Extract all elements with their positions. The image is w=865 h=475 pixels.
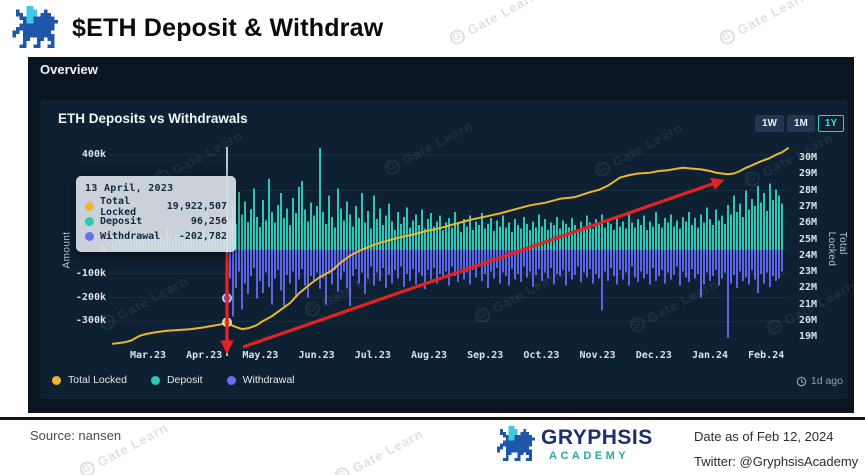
legend-label: Withdrawal [242, 374, 295, 386]
brand-subtitle: ACADEMY [549, 450, 630, 462]
divider-line [0, 417, 865, 420]
tooltip-dot [85, 217, 94, 226]
tooltip-date: 13 April, 2023 [85, 183, 174, 194]
legend-label: Total Locked [68, 374, 127, 386]
range-button-1m[interactable]: 1M [787, 115, 815, 132]
clock-icon [796, 376, 807, 386]
last-updated: 1d ago [796, 375, 843, 387]
page-title: $ETH Deposit & Withdraw [72, 14, 384, 42]
chart-tooltip: 13 April, 2023 Total Locked 19,922,507 Dep… [76, 176, 236, 252]
footer-date: Date as of Feb 12, 2024 [694, 429, 834, 444]
gryphsis-logo-icon [497, 426, 535, 461]
last-updated-text: 1d ago [810, 375, 843, 387]
watermark-monogram-icon: G [332, 464, 353, 475]
watermark-monogram-icon: G [717, 26, 738, 48]
chart-legend: Total Locked Deposit Withdrawal [52, 374, 295, 386]
tooltip-label: Deposit [100, 216, 143, 227]
range-button-1y[interactable]: 1Y [817, 115, 845, 132]
legend-item-deposit[interactable]: Deposit [150, 374, 203, 386]
tooltip-label: Total Locked [100, 195, 137, 218]
range-button-1w[interactable]: 1W [755, 115, 784, 132]
source-text: Source: nansen [30, 428, 122, 443]
tooltip-dot [85, 202, 94, 211]
tooltip-value: 96,256 [190, 216, 227, 227]
tooltip-row: Total Locked 19,922,507 [85, 196, 227, 218]
legend-label: Deposit [166, 374, 203, 386]
tooltip-value: 19,922,507 [166, 201, 227, 212]
chart-title: ETH Deposits vs Withdrawals [58, 111, 248, 126]
legend-item-total-locked[interactable]: Total Locked [52, 374, 127, 386]
legend-item-withdrawal[interactable]: Withdrawal [226, 374, 295, 386]
tooltip-label: Withdrawal [100, 231, 161, 242]
watermark-monogram-icon: G [77, 458, 98, 475]
tooltip-dot [85, 232, 94, 241]
range-button-group: 1W 1M 1Y [755, 115, 845, 132]
legend-dot [226, 375, 236, 385]
overview-label: Overview [40, 62, 98, 77]
brand-name: GRYPHSIS [541, 426, 653, 449]
footer-twitter: Twitter: @GryphsisAcademy [694, 454, 859, 469]
legend-dot [52, 375, 61, 385]
dragon-logo-icon [12, 6, 58, 48]
tooltip-row: Withdrawal -202,782 [85, 229, 227, 244]
watermark-monogram-icon: G [447, 26, 468, 48]
legend-dot [150, 375, 160, 385]
tooltip-value: -202,782 [178, 231, 227, 242]
